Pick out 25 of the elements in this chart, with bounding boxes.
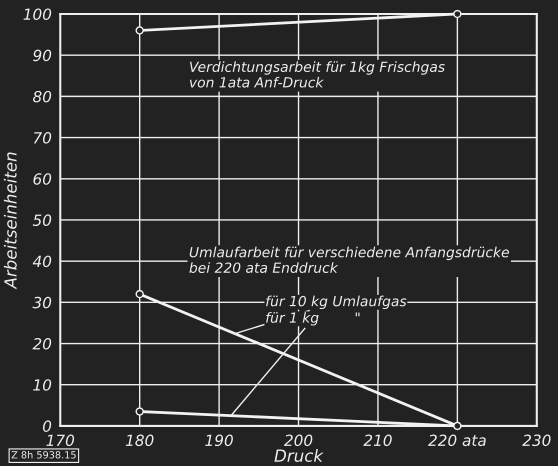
y-tick-label: 50 [32, 214, 52, 226]
x-tick-label: 180 [126, 434, 154, 446]
x-tick-label: 200 [284, 434, 312, 446]
y-tick-label: 70 [34, 132, 52, 144]
y-axis-title: Arbeitseinheiten [4, 152, 17, 290]
y-tick-label: 20 [32, 338, 52, 350]
x-axis-title: Druck [274, 449, 324, 462]
x-tick-label: 220 ata [428, 434, 486, 446]
y-tick-label: 30 [32, 296, 52, 308]
annotation: für 1 kg " [266, 312, 360, 326]
annotation: für 10 kg Umlaufgas [266, 296, 406, 310]
y-tick-label: 90 [33, 50, 52, 62]
y-tick-label: 10 [33, 379, 52, 391]
annotation: Verdichtungsarbeit für 1kg Frischgas von 1ata Anf-Druck [190, 61, 445, 88]
y-tick-label: 40 [32, 256, 52, 268]
text: Z 8h 5938.15 [12, 451, 76, 459]
x-tick-label: 190 [205, 434, 233, 446]
x-tick-label: 170 [46, 434, 74, 446]
annotation: Umlaufarbeit für verschiedene Anfangsdrücke bei 220 ata Enddruck [189, 246, 509, 273]
x-tick-label: 230 [522, 434, 551, 446]
y-tick-label: 60 [33, 173, 52, 185]
y-tick-label: 100 [24, 8, 52, 20]
x-tick-label: 210 [363, 434, 392, 446]
y-tick-label: 0 [42, 420, 52, 432]
y-tick-label: 80 [33, 90, 52, 102]
